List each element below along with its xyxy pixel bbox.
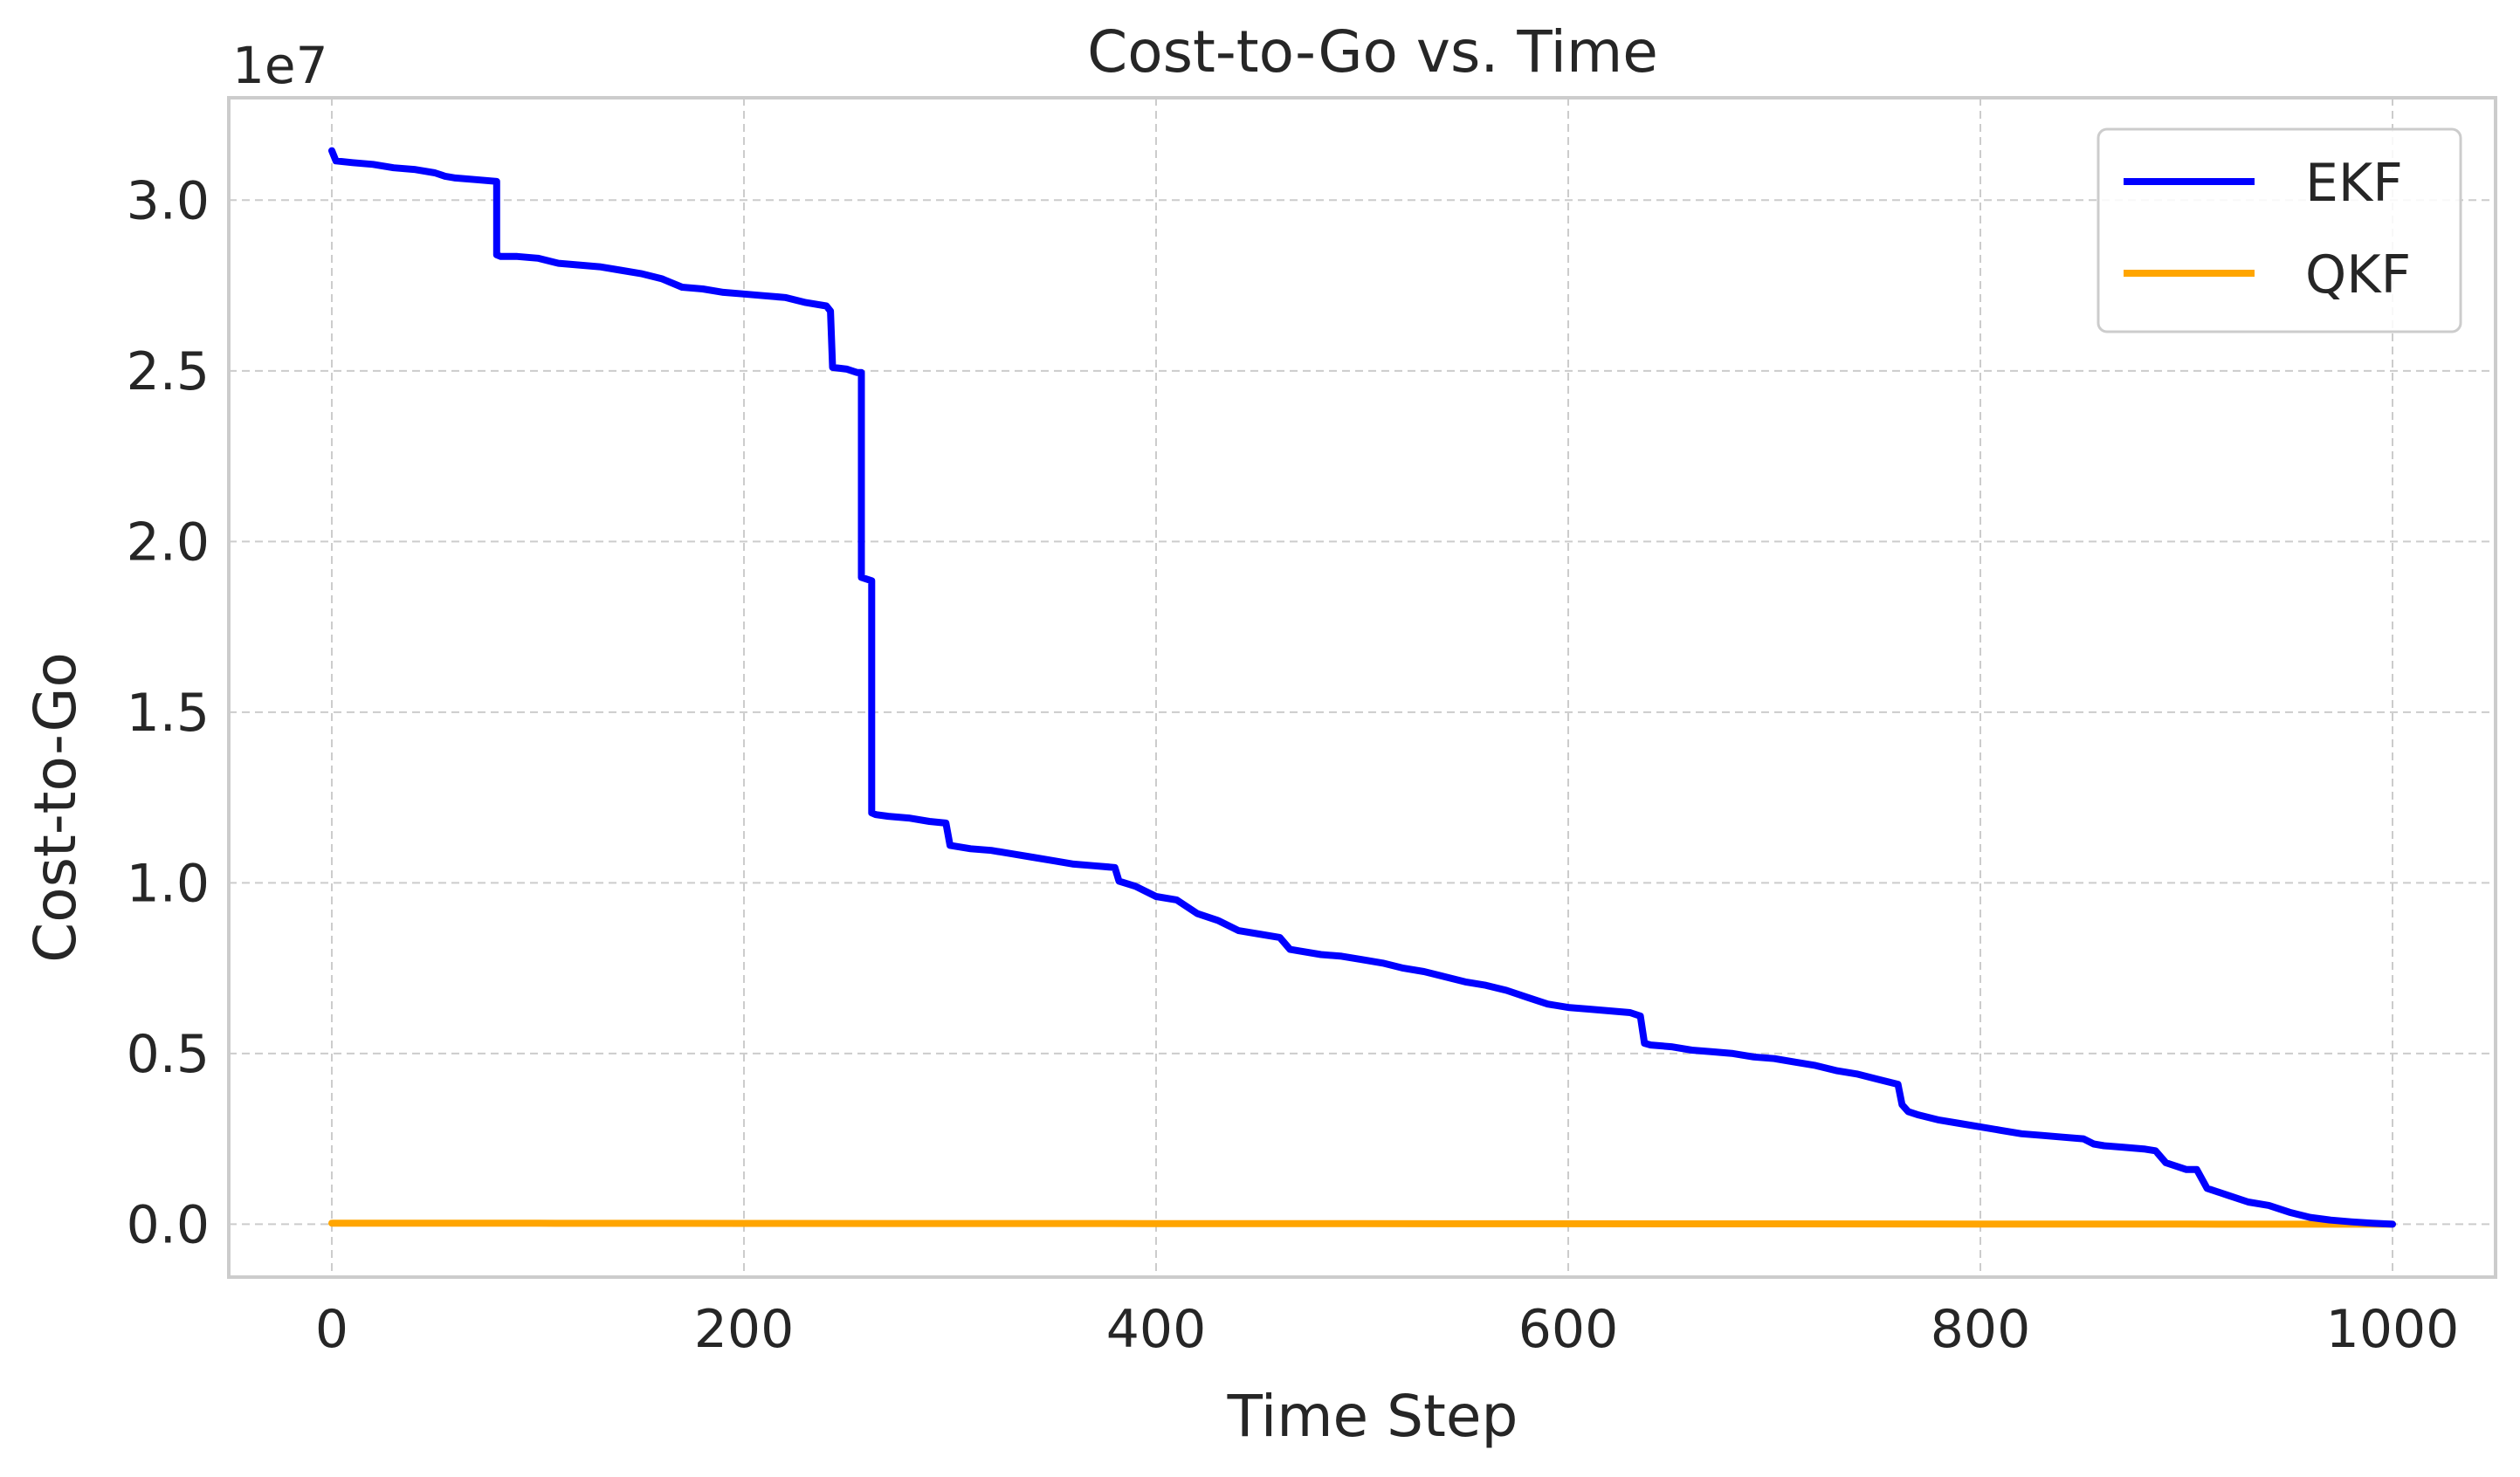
y-tick-label: 0.0 (127, 1194, 210, 1255)
x-tick-labels: 0 200 400 600 800 1000 (315, 1299, 2459, 1360)
x-tick-label: 0 (315, 1299, 348, 1360)
y-tick-label: 2.0 (127, 512, 210, 573)
y-tick-label: 2.5 (127, 341, 210, 402)
y-tick-labels: 0.0 0.5 1.0 1.5 2.0 2.5 3.0 (127, 170, 210, 1255)
y-tick-label: 1.5 (127, 683, 210, 744)
chart-title: Cost-to-Go vs. Time (1087, 18, 1658, 86)
x-axis-label: Time Step (1227, 1383, 1518, 1450)
x-tick-label: 200 (694, 1299, 795, 1360)
x-tick-label: 1000 (2326, 1299, 2460, 1360)
y-axis-label: Cost-to-Go (22, 652, 89, 963)
x-tick-label: 800 (1931, 1299, 2031, 1360)
y-tick-label: 0.5 (127, 1024, 210, 1085)
y-axis-scale-label: 1e7 (232, 36, 328, 95)
y-tick-label: 1.0 (127, 853, 210, 914)
legend-label-qkf: QKF (2305, 244, 2411, 306)
x-tick-label: 400 (1106, 1299, 1207, 1360)
series-layer (328, 147, 2396, 1228)
series-line-qkf (328, 1219, 2396, 1228)
x-tick-label: 600 (1518, 1299, 1619, 1360)
series-line-ekf (328, 147, 2396, 1228)
plot-frame (227, 96, 2497, 1279)
y-tick-label: 3.0 (127, 170, 210, 231)
legend-label-ekf: EKF (2305, 153, 2403, 214)
legend: EKF QKF (2097, 127, 2462, 333)
